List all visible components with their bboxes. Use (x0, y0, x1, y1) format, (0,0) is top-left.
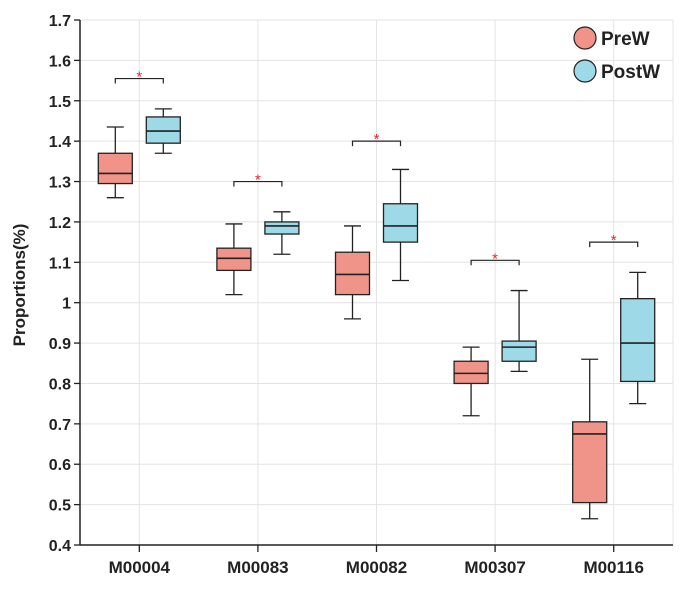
significance-star: * (611, 232, 617, 249)
box-plots (97, 108, 656, 520)
x-tick-label: M00004 (109, 558, 171, 577)
significance-star: * (374, 131, 380, 148)
x-tick-label: M00116 (583, 558, 644, 577)
y-tick-label: 0.6 (49, 457, 71, 474)
significance-star: * (136, 69, 142, 86)
axes: 0.4 0.5 0.6 0.7 0.8 0.9 1 1.1 1.2 1.3 1.4 1.5 1.6 1.7… (49, 13, 673, 577)
y-tick-label: 0.9 (49, 336, 71, 353)
y-tick-label: 1.1 (49, 255, 71, 272)
significance-star: * (492, 250, 498, 267)
legend-swatch-postw (573, 59, 597, 83)
box-postw (145, 116, 181, 144)
significance-markers: * * * * * (114, 69, 639, 267)
legend-label-postw: PostW (601, 62, 660, 83)
significance-star: * (255, 172, 261, 189)
y-tick-label: 1.4 (49, 134, 71, 151)
y-tick-label: 0.4 (49, 538, 71, 555)
y-tick-label: 1.7 (49, 13, 71, 30)
box-postw (620, 298, 656, 383)
box-prew (334, 251, 371, 296)
y-tick-label: 0.8 (49, 376, 71, 393)
y-axis-label: Proportions(%) (10, 224, 29, 347)
significance-bracket (470, 259, 520, 266)
box-prew (572, 421, 608, 504)
significance-bracket (114, 77, 164, 84)
significance-bracket (589, 241, 639, 248)
y-tick-label: 1.6 (49, 53, 71, 70)
legend: PreW PostW (573, 26, 660, 83)
significance-bracket (233, 180, 283, 187)
box-postw (382, 203, 419, 243)
box-postw (501, 340, 537, 362)
y-tick-label: 1 (62, 296, 71, 313)
legend-label-prew: PreW (601, 29, 650, 50)
x-tick-label: M00083 (227, 558, 288, 577)
y-tick-label: 0.7 (49, 417, 71, 434)
box-prew (216, 247, 252, 272)
box-prew (453, 360, 489, 385)
y-tick-label: 1.5 (49, 94, 71, 111)
y-tick-label: 1.2 (49, 215, 71, 232)
significance-bracket (351, 140, 402, 147)
box-postw (264, 221, 300, 235)
y-tick-label: 0.5 (49, 498, 71, 515)
legend-swatch-prew (573, 26, 597, 50)
x-tick-label: M00082 (346, 558, 407, 577)
box-prew (97, 152, 133, 185)
y-tick-label: 1.3 (49, 175, 71, 192)
x-tick-label: M00307 (464, 558, 525, 577)
